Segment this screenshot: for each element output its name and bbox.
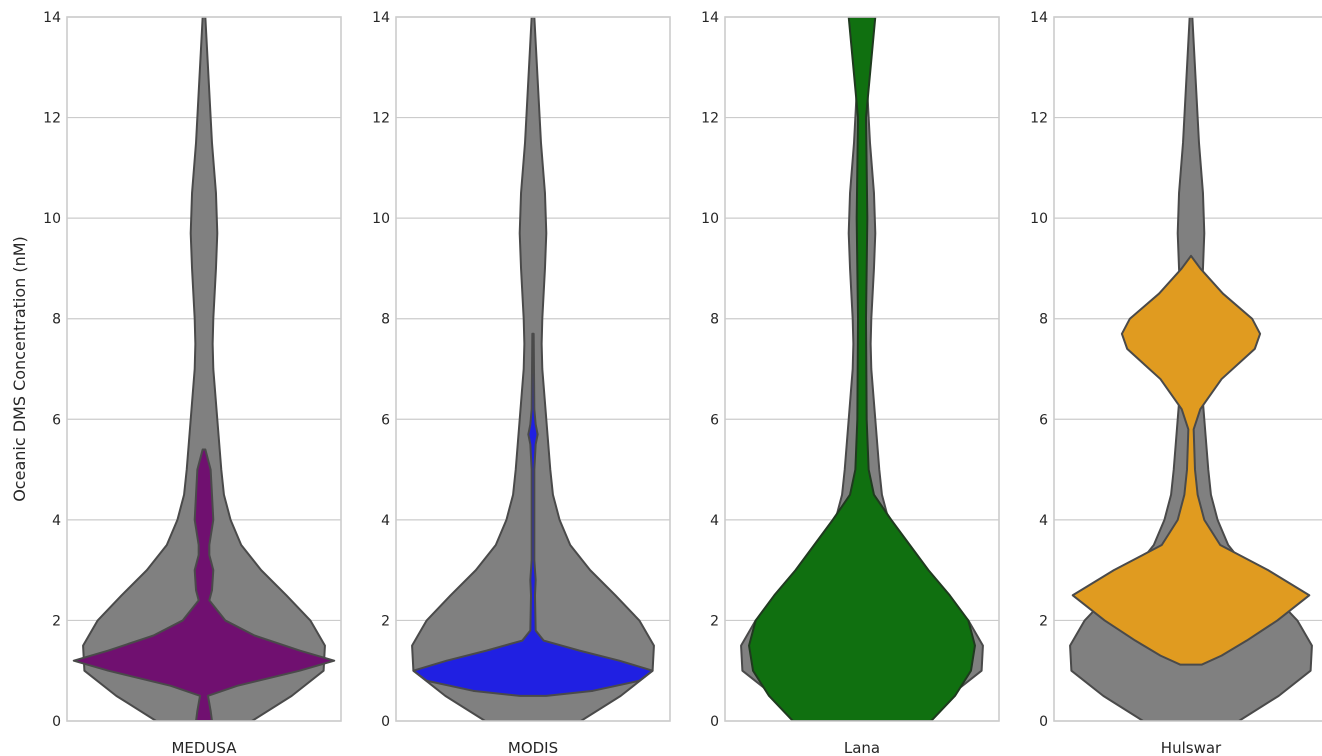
panel-medusa: 0 2 4 6 8 10 12 14 MEDUSA	[43, 10, 342, 756]
panel-modis: 0 2 4 6 8 10 12 14 MODIS	[372, 10, 671, 756]
y-tick-label: 0	[381, 714, 390, 730]
y-tick-label: 0	[710, 714, 719, 730]
x-category-label: Hulswar	[1161, 739, 1222, 756]
y-tick-label: 6	[1039, 412, 1048, 428]
panel-frame	[1053, 16, 1322, 722]
y-tick-label: 14	[1030, 10, 1048, 26]
x-category-label: MEDUSA	[171, 739, 237, 756]
panels-group: 0 2 4 6 8 10 12 14 MEDUSA 0 2 4 6 8 10 12 14 MODIS 0 2 4 6 8 10…	[43, 10, 1322, 756]
y-tick-label: 10	[1030, 211, 1048, 227]
y-tick-label: 0	[1039, 714, 1048, 730]
y-tick-label: 4	[52, 513, 61, 529]
panel-frame	[66, 16, 342, 722]
y-tick-label: 2	[52, 613, 61, 629]
background-violin	[82, 17, 326, 721]
y-tick-label: 8	[710, 312, 719, 328]
y-tick-label: 8	[1039, 312, 1048, 328]
y-tick-label: 10	[372, 211, 390, 227]
violin-medusa	[72, 448, 336, 721]
y-tick-label: 6	[381, 412, 390, 428]
y-tick-label: 14	[372, 10, 390, 26]
y-tick-label: 12	[1030, 111, 1048, 127]
y-tick-label: 12	[372, 111, 390, 127]
y-tick-label: 2	[1039, 613, 1048, 629]
y-axis-title: Oceanic DMS Concentration (nM)	[10, 236, 29, 502]
y-tick-label: 10	[701, 211, 719, 227]
y-tick-label: 12	[701, 111, 719, 127]
y-tick-label: 8	[52, 312, 61, 328]
panel-lana: 0 2 4 6 8 10 12 14 Lana	[701, 10, 1000, 756]
y-tick-label: 6	[52, 412, 61, 428]
violin-modis	[412, 332, 654, 697]
panel-hulswar: 0 2 4 6 8 10 12 14 Hulswar	[1030, 10, 1322, 756]
y-tick-label: 2	[710, 613, 719, 629]
panel-frame	[395, 16, 671, 722]
y-tick-label: 4	[1039, 513, 1048, 529]
y-tick-label: 14	[43, 10, 61, 26]
x-category-label: Lana	[844, 739, 880, 756]
y-tick-label: 12	[43, 111, 61, 127]
panel-frame	[724, 16, 1000, 722]
y-tick-label: 2	[381, 613, 390, 629]
violin-lana	[748, 17, 976, 721]
x-category-label: MODIS	[508, 739, 558, 756]
y-tick-label: 14	[701, 10, 719, 26]
y-tick-label: 0	[52, 714, 61, 730]
y-tick-label: 6	[710, 412, 719, 428]
y-tick-label: 4	[710, 513, 719, 529]
y-tick-label: 8	[381, 312, 390, 328]
y-tick-label: 10	[43, 211, 61, 227]
violin-hulswar	[1071, 254, 1311, 666]
y-tick-label: 4	[381, 513, 390, 529]
